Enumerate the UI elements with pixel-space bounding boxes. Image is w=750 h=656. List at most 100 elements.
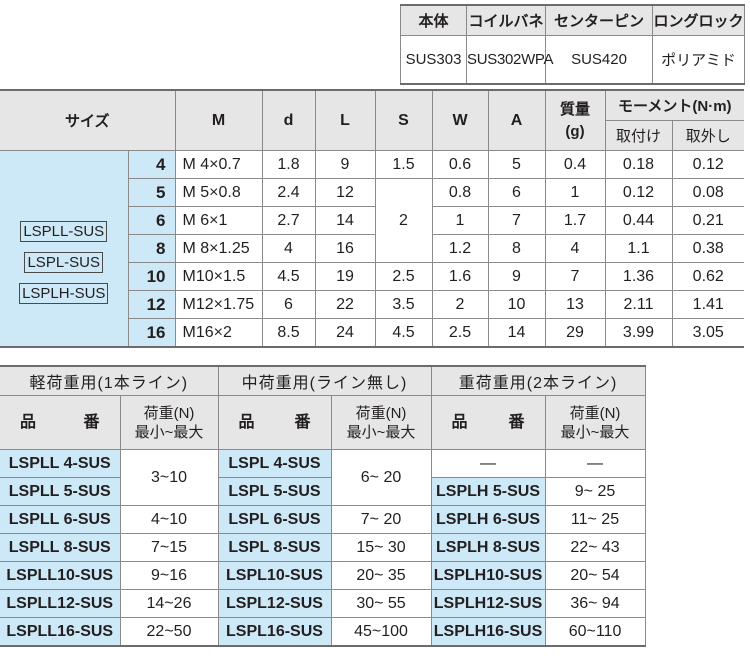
part-number: LSPLL 4-SUS bbox=[0, 449, 121, 478]
header-S: S bbox=[374, 89, 433, 151]
moment-install-value: 0.18 bbox=[604, 150, 673, 179]
W-value: 1.2 bbox=[431, 234, 489, 263]
moment-remove-value: 0.21 bbox=[671, 206, 744, 235]
S-value: 2 bbox=[374, 178, 433, 263]
mass-value: 0.4 bbox=[544, 150, 606, 179]
part-number: LSPLH12-SUS bbox=[430, 589, 546, 618]
mass-value: 1.7 bbox=[544, 206, 606, 235]
moment-install-value: 2.11 bbox=[604, 290, 673, 319]
A-value: 8 bbox=[487, 234, 546, 263]
material-center-pin-value: SUS420 bbox=[545, 35, 653, 84]
moment-remove-value: 0.08 bbox=[671, 178, 744, 207]
part-number: LSPLH 8-SUS bbox=[430, 533, 546, 562]
moment-remove-value: 0.62 bbox=[671, 262, 744, 291]
load-row: LSPLL10-SUS 9~16 LSPL10-SUS 20~ 35 LSPLH… bbox=[0, 561, 646, 590]
size-value: 16 bbox=[128, 318, 176, 348]
L-value: 9 bbox=[314, 150, 376, 179]
S-value: 1.5 bbox=[374, 150, 433, 179]
spec-table: サイズ M d L S W A 質量 (g) モーメント(N·m) 取付け 取外… bbox=[0, 89, 744, 348]
header-mass-line2: (g) bbox=[565, 122, 585, 140]
series-label-lspll: LSPLL-SUS bbox=[20, 221, 108, 242]
W-value: 2.5 bbox=[431, 318, 489, 348]
W-value: 1.6 bbox=[431, 262, 489, 291]
moment-remove-value: 1.41 bbox=[671, 290, 744, 319]
part-number: LSPLL12-SUS bbox=[0, 589, 121, 618]
thread-value: M 8×1.25 bbox=[174, 234, 263, 263]
group-heavy: 重荷重用(2本ライン) bbox=[430, 365, 646, 396]
A-value: 10 bbox=[487, 290, 546, 319]
header-size: サイズ bbox=[0, 89, 176, 151]
series-cell: LSPLL-SUS LSPL-SUS LSPLH-SUS bbox=[0, 150, 129, 348]
load-range: 11~ 25 bbox=[544, 505, 646, 534]
size-value: 4 bbox=[127, 150, 176, 179]
material-header-long-lock: ロングロック bbox=[652, 5, 745, 36]
part-number: LSPLH10-SUS bbox=[430, 561, 546, 590]
L-value: 12 bbox=[314, 178, 376, 207]
part-number: LSPLH 5-SUS bbox=[430, 477, 546, 506]
header-W: W bbox=[431, 89, 489, 151]
series-label-lspl: LSPL-SUS bbox=[24, 252, 104, 273]
header-moment: モーメント(N·m) bbox=[604, 89, 744, 121]
size-value: 12 bbox=[128, 290, 176, 319]
load-label-line1: 荷重(N) bbox=[143, 404, 195, 422]
load-label-line2: 最小~最大 bbox=[346, 423, 416, 441]
header-part-no: 品番 bbox=[0, 395, 121, 450]
part-no-char-2: 番 bbox=[294, 414, 311, 431]
load-table: 軽荷重用(1本ライン) 中荷重用(ライン無し) 重荷重用(2本ライン) 品番 荷… bbox=[0, 365, 646, 647]
material-header-coil-spring: コイルバネ bbox=[466, 5, 546, 36]
spec-row: 5 M 5×0.8 2.4 12 2 0.8 6 1 0.12 0.08 bbox=[0, 178, 744, 263]
load-range: 15~ 30 bbox=[330, 533, 432, 562]
moment-install-value: 0.12 bbox=[604, 178, 673, 207]
header-L: L bbox=[314, 89, 376, 151]
group-medium: 中荷重用(ライン無し) bbox=[217, 365, 432, 396]
W-value: 2 bbox=[431, 290, 489, 319]
L-value: 19 bbox=[314, 262, 376, 291]
load-row: LSPLL12-SUS 14~26 LSPL12-SUS 30~ 55 LSPL… bbox=[0, 589, 646, 618]
load-row: LSPLL 4-SUS 3~10 LSPL 4-SUS 6~ 20 — — bbox=[0, 449, 646, 506]
spec-row: LSPLL-SUS LSPL-SUS LSPLH-SUS 4 M 4×0.7 1… bbox=[0, 150, 744, 348]
moment-install-value: 0.44 bbox=[604, 206, 673, 235]
spec-row: 12 M12×1.75 6 22 3.5 2 10 13 2.11 1.41 bbox=[0, 290, 744, 319]
part-no-char-1: 品 bbox=[451, 414, 468, 431]
spec-row: 10 M10×1.5 4.5 19 2.5 1.6 9 7 1.36 0.62 bbox=[0, 262, 744, 291]
material-header-row: 本体 コイルバネ センターピン ロングロック bbox=[400, 5, 745, 36]
thread-value: M 5×0.8 bbox=[174, 178, 263, 207]
thread-value: M 4×0.7 bbox=[174, 150, 263, 179]
load-range: 7~ 20 bbox=[330, 505, 432, 534]
L-value: 24 bbox=[314, 318, 376, 348]
part-number: LSPLL10-SUS bbox=[0, 561, 121, 590]
d-value: 2.7 bbox=[261, 206, 316, 235]
header-part-no: 品番 bbox=[430, 395, 546, 450]
load-range: 7~15 bbox=[119, 533, 219, 562]
load-range: 20~ 54 bbox=[544, 561, 646, 590]
material-long-lock-value: ポリアミド bbox=[652, 35, 745, 84]
material-coil-spring-value: SUS302WPA bbox=[466, 35, 554, 84]
L-value: 22 bbox=[314, 290, 376, 319]
d-value: 4 bbox=[261, 234, 316, 263]
load-range: 36~ 94 bbox=[544, 589, 646, 618]
mass-value: 29 bbox=[544, 318, 606, 348]
part-number: LSPL10-SUS bbox=[217, 561, 332, 590]
thread-value: M16×2 bbox=[174, 318, 263, 348]
size-value: 6 bbox=[128, 206, 176, 235]
moment-install-value: 1.36 bbox=[604, 262, 673, 291]
S-value: 4.5 bbox=[374, 318, 433, 348]
part-no-char-1: 品 bbox=[20, 414, 37, 431]
header-moment-remove: 取外し bbox=[671, 120, 744, 151]
load-range: 3~10 bbox=[119, 449, 219, 506]
size-value: 5 bbox=[128, 178, 176, 207]
thread-value: M12×1.75 bbox=[174, 290, 263, 319]
A-value: 14 bbox=[487, 318, 546, 348]
d-value: 2.4 bbox=[261, 178, 316, 207]
load-label-line1: 荷重(N) bbox=[569, 404, 621, 422]
load-label-line2: 最小~最大 bbox=[560, 423, 630, 441]
header-mass-line1: 質量 bbox=[559, 100, 590, 118]
load-group-row: 軽荷重用(1本ライン) 中荷重用(ライン無し) 重荷重用(2本ライン) bbox=[0, 365, 646, 396]
material-value-row: SUS303 SUS302WPA SUS420 ポリアミド bbox=[400, 35, 745, 84]
load-row: LSPLL16-SUS 22~50 LSPL16-SUS 45~100 LSPL… bbox=[0, 617, 646, 647]
load-range: 22~50 bbox=[119, 617, 219, 647]
group-light: 軽荷重用(1本ライン) bbox=[0, 365, 219, 396]
size-value: 8 bbox=[128, 234, 176, 263]
moment-remove-value: 0.12 bbox=[671, 150, 744, 179]
part-number: LSPLL 8-SUS bbox=[0, 533, 121, 562]
